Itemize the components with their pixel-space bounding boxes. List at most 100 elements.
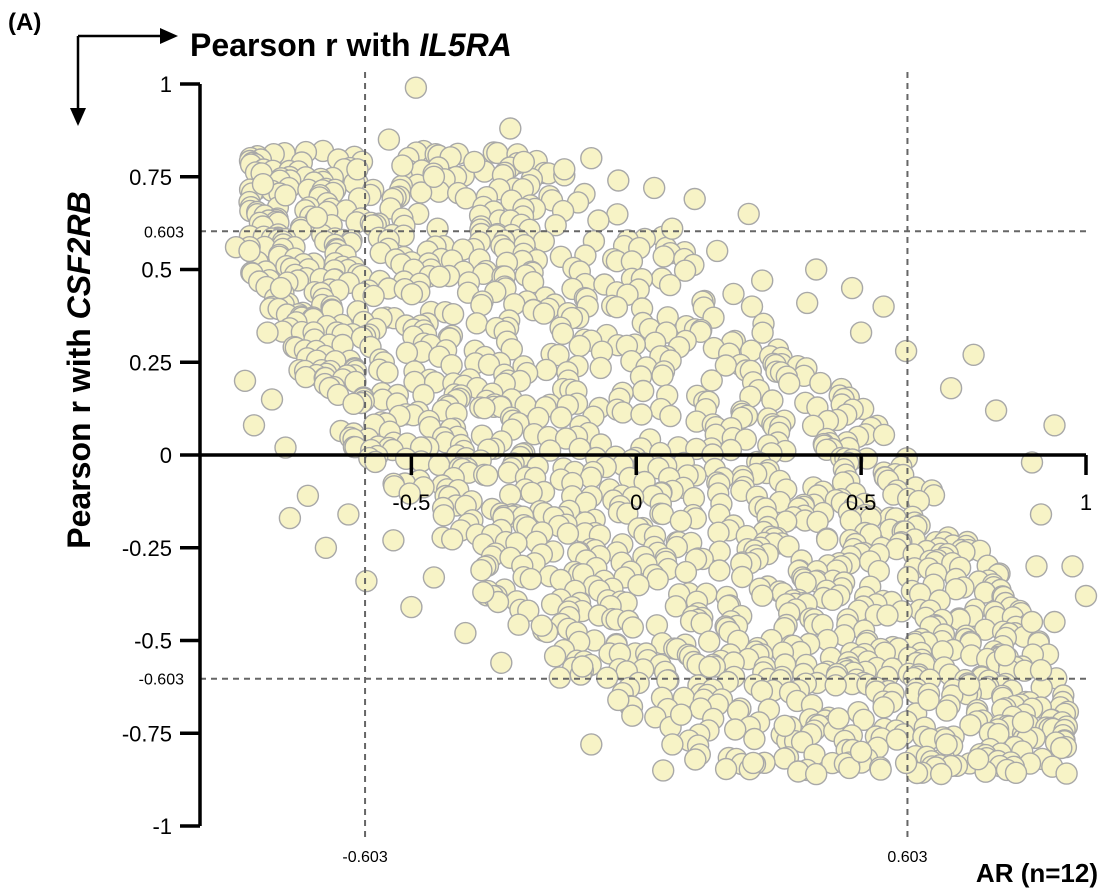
data-point (1043, 610, 1066, 634)
data-point (719, 438, 743, 462)
data-point (796, 291, 819, 315)
data-point (894, 339, 918, 363)
data-point (840, 276, 864, 300)
data-point (454, 621, 477, 645)
data-point (809, 371, 832, 395)
data-point (422, 566, 446, 589)
data-point (596, 666, 619, 689)
data-point (355, 569, 378, 593)
data-point (627, 574, 650, 597)
data-point (532, 302, 556, 325)
data-point (872, 696, 895, 719)
data-point (935, 699, 958, 722)
data-point (400, 595, 423, 619)
data-point (611, 401, 634, 424)
data-point (806, 510, 829, 533)
data-point (550, 406, 573, 429)
data-point (296, 484, 320, 507)
y-tick-label: 0.75 (129, 165, 172, 190)
data-point (1050, 736, 1073, 760)
data-point (441, 528, 464, 551)
data-point (939, 377, 963, 400)
data-point (816, 528, 839, 551)
data-point (499, 117, 522, 140)
x-tick-label: 0.5 (846, 490, 877, 515)
data-point (422, 165, 446, 189)
data-point (872, 423, 896, 447)
data-point (674, 560, 698, 584)
data-point (761, 389, 784, 412)
data-point (499, 483, 522, 507)
data-point (621, 616, 644, 639)
data-point (544, 213, 567, 237)
data-point (1020, 610, 1044, 634)
data-point (463, 150, 486, 174)
data-point (233, 369, 257, 392)
data-point (432, 504, 455, 527)
data-point (821, 588, 844, 611)
data-point (673, 259, 697, 282)
y-tick-label: 1 (160, 72, 172, 97)
data-point (376, 361, 399, 384)
axes-layer: 1 0.75 0.5 0.25 0 -0.25 -0.5 -0.75 -1 -0.5 0 0.5 1 (122, 72, 1092, 839)
data-point (337, 503, 360, 526)
y-arrowhead-icon (70, 108, 86, 126)
data-point (659, 404, 682, 428)
data-point (587, 209, 610, 232)
data-point (1029, 659, 1053, 682)
data-point (658, 273, 682, 297)
data-point (651, 364, 674, 387)
data-point (838, 756, 861, 780)
data-point (724, 718, 747, 741)
data-point (519, 567, 542, 591)
data-point (269, 276, 293, 300)
data-point (346, 158, 369, 181)
data-point (698, 655, 721, 679)
data-point (472, 581, 495, 604)
data-point (894, 751, 918, 775)
data-point (957, 673, 981, 697)
data-point (930, 762, 953, 786)
panel-label: (A) (8, 9, 41, 36)
data-point (683, 187, 706, 211)
data-point (568, 334, 591, 358)
data-point (251, 172, 275, 196)
y-axis-title-prefix: Pearson r with (61, 319, 97, 548)
x-tick-label: -0.5 (392, 490, 430, 515)
data-point (731, 565, 754, 589)
data-point (684, 748, 707, 771)
data-point (605, 296, 629, 319)
x-tick-label: 1 (1080, 490, 1092, 515)
y-axis-title: Pearson r with CSF2RB (61, 191, 97, 548)
data-point (305, 206, 329, 229)
data-point (706, 239, 729, 263)
data-point (530, 614, 553, 637)
data-point (1020, 451, 1044, 474)
data-point (707, 521, 730, 544)
data-point (607, 688, 630, 712)
data-point (589, 356, 612, 380)
data-point (643, 176, 666, 200)
data-point (342, 392, 365, 415)
data-point (606, 203, 629, 226)
data-point (962, 343, 985, 366)
data-point (869, 758, 892, 781)
data-point (917, 688, 940, 712)
data-point (777, 535, 800, 558)
x-threshold-label: -0.603 (342, 849, 387, 866)
data-point (737, 202, 760, 226)
data-point (1074, 584, 1098, 608)
data-point (778, 372, 801, 395)
data-point (646, 568, 669, 591)
data-point (274, 184, 297, 207)
data-point (876, 604, 899, 627)
data-point (944, 578, 968, 601)
data-point (740, 295, 764, 318)
y-tick-label: -0.25 (122, 536, 172, 561)
data-point (661, 217, 684, 240)
group-label: AR (n=12) (976, 858, 1098, 888)
y-tick-label: 0 (160, 443, 172, 468)
data-point (400, 283, 424, 306)
data-point (852, 708, 875, 731)
data-point (391, 154, 414, 177)
